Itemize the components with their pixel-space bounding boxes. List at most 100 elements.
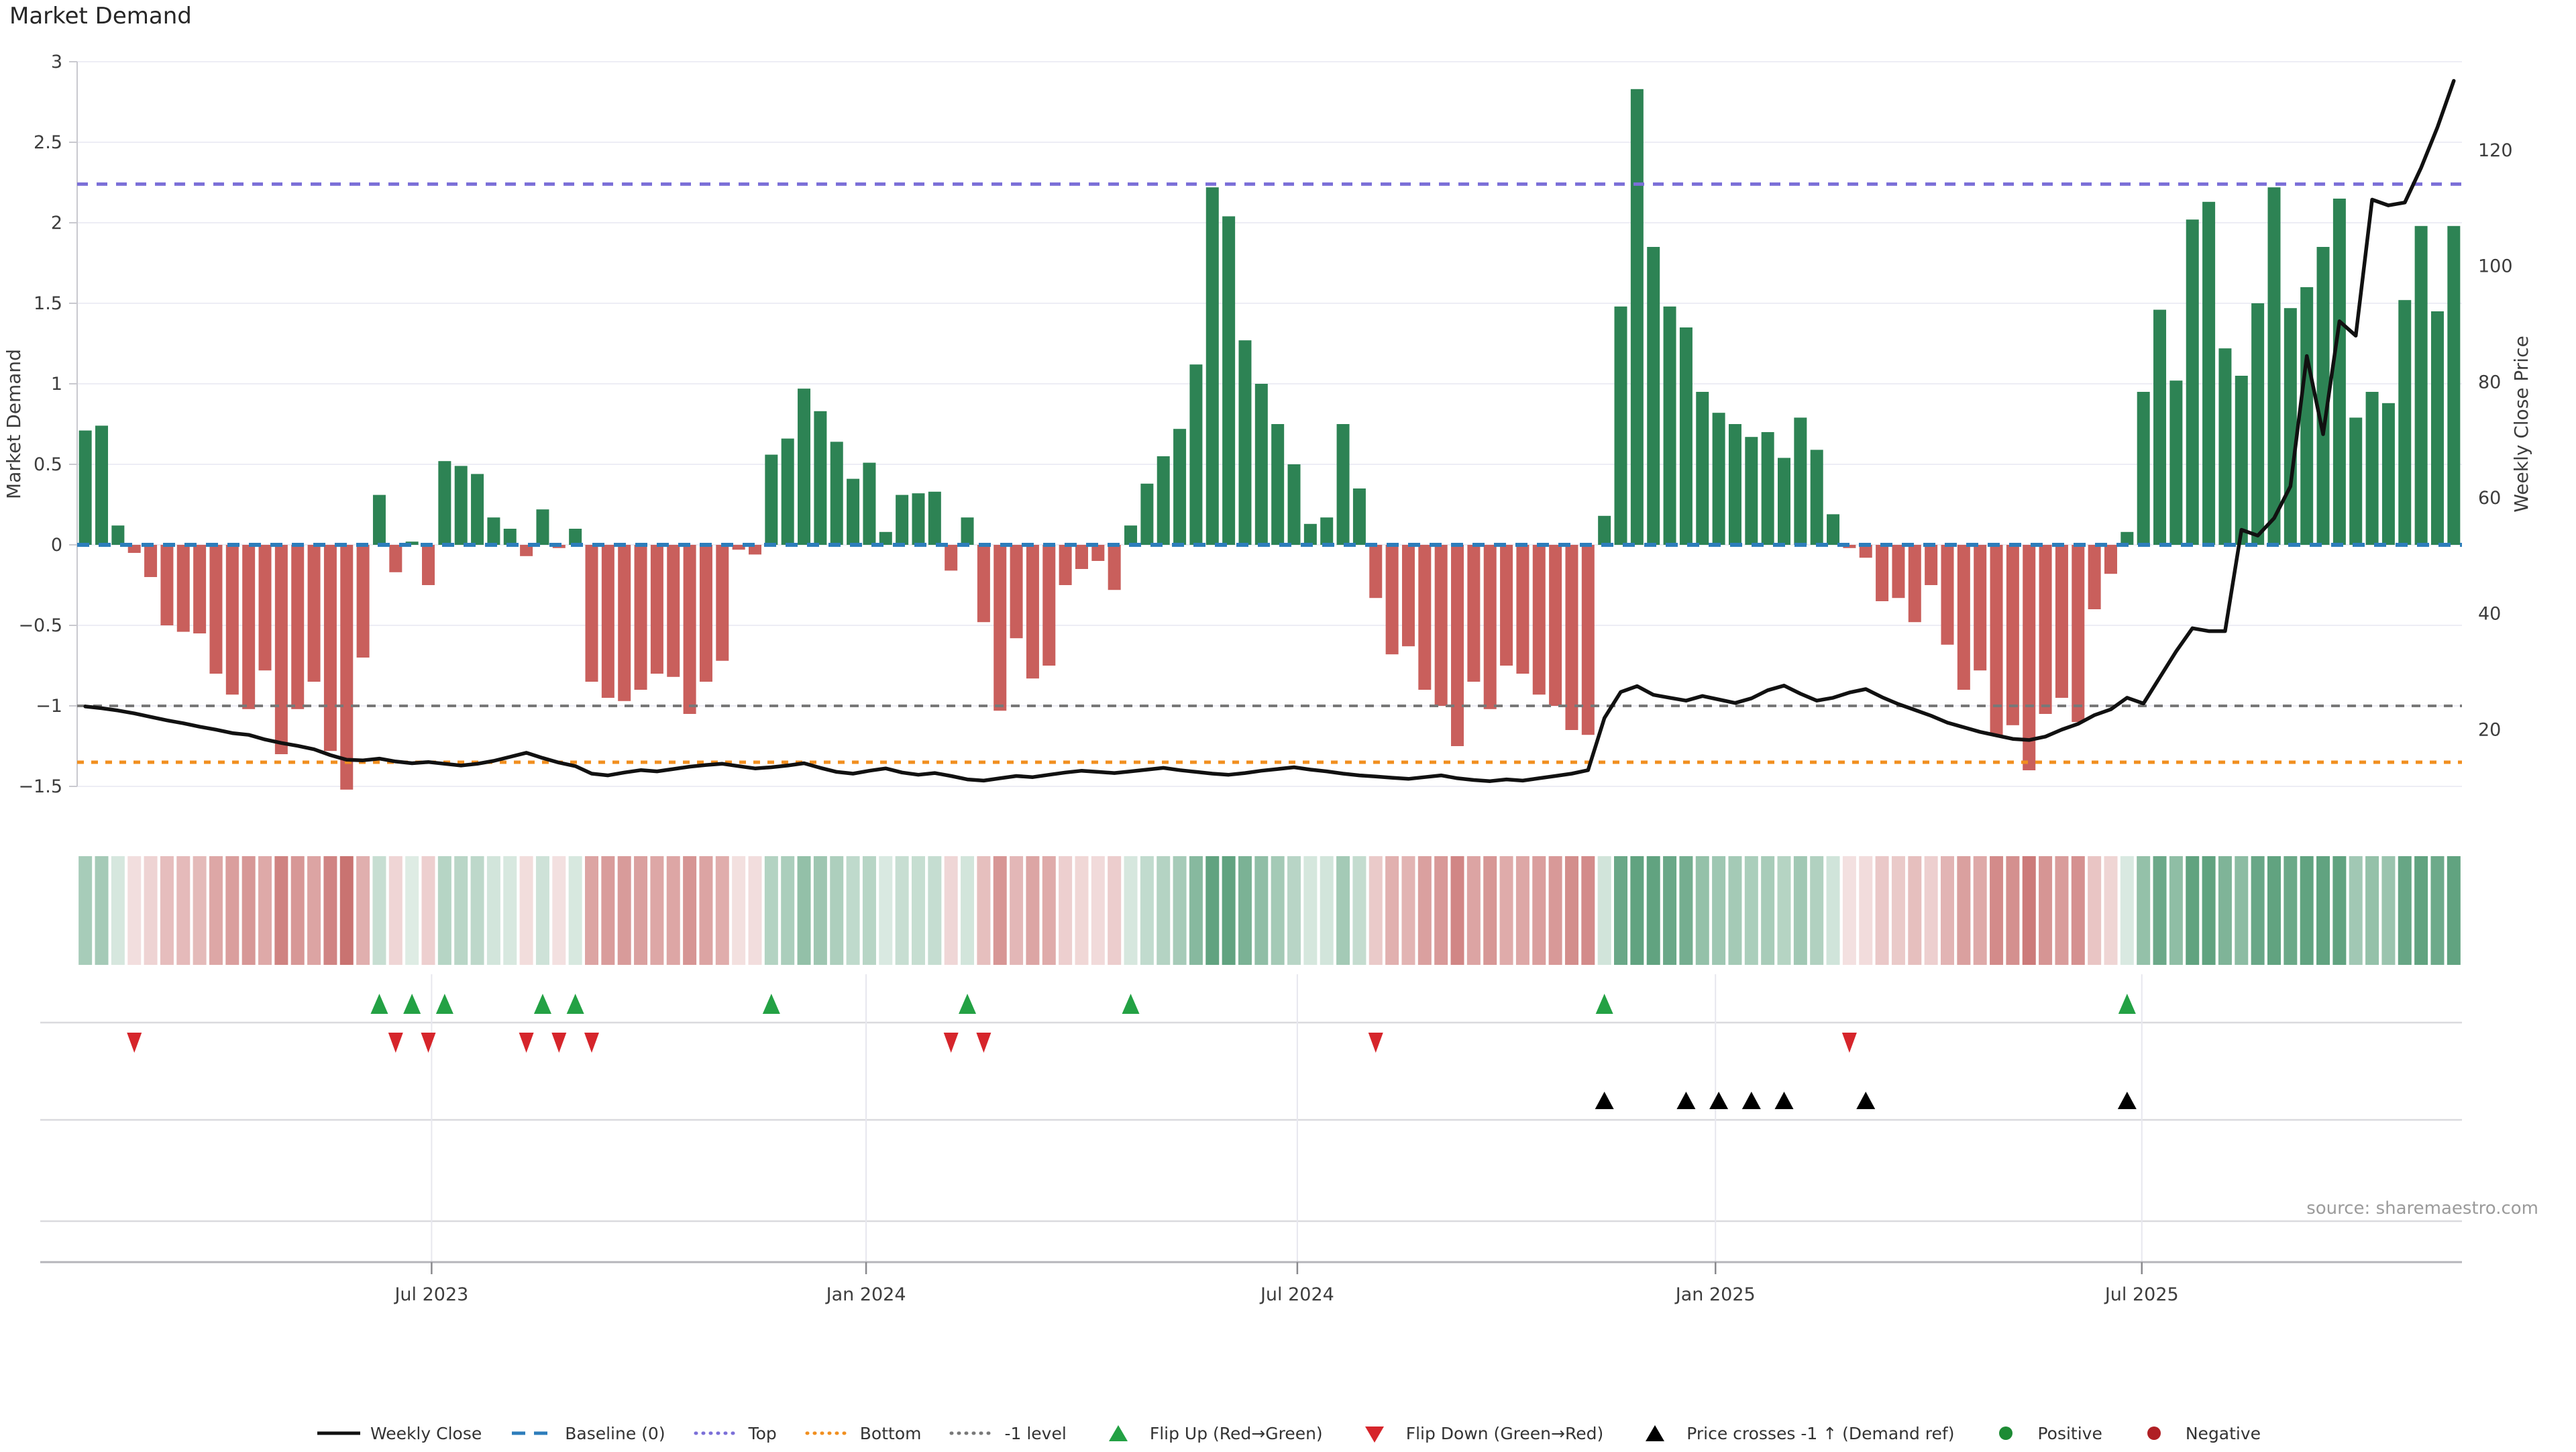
price-cross-icon	[1676, 1092, 1696, 1109]
demand-bar	[1157, 456, 1170, 545]
legend-item: Top	[694, 1422, 777, 1444]
heatmap-cell	[1042, 856, 1056, 965]
heatmap-cell	[1238, 856, 1252, 965]
legend-label: Top	[748, 1423, 777, 1443]
heatmap-cell	[1728, 856, 1742, 965]
demand-bar	[1483, 545, 1497, 709]
demand-bar	[438, 461, 451, 545]
legend-label: Weekly Close	[370, 1423, 482, 1443]
heatmap-cell	[617, 856, 631, 965]
demand-bar	[1549, 545, 1562, 706]
axis-labels: Market Demand Weekly Close Price	[3, 335, 2532, 512]
svg-text:2.5: 2.5	[34, 132, 62, 153]
flip-up-icon	[1122, 994, 1140, 1014]
heatmap-cell	[2022, 856, 2036, 965]
demand-bar	[1810, 450, 1823, 545]
heatmap-cell	[241, 856, 256, 965]
heatmap-cell	[2186, 856, 2200, 965]
demand-bar	[2202, 201, 2216, 545]
demand-bar	[748, 545, 761, 555]
svg-text:0.5: 0.5	[34, 454, 62, 475]
svg-text:100: 100	[2478, 256, 2513, 277]
demand-bar	[1320, 517, 1334, 545]
heatmap-cell	[2381, 856, 2396, 965]
heatmap-cell	[2349, 856, 2363, 965]
heatmap-cell	[666, 856, 680, 965]
demand-bar	[765, 454, 778, 545]
reference-lines	[77, 182, 2462, 764]
demand-bar	[242, 545, 256, 709]
demand-bar	[1957, 545, 1970, 690]
heatmap-cell	[797, 856, 811, 965]
demand-bar	[1124, 525, 1138, 545]
heatmap-cell	[421, 856, 435, 965]
heatmap-cell	[1499, 856, 1513, 965]
flip-down-icon	[388, 1033, 403, 1053]
demand-bar	[1712, 413, 1725, 545]
demand-bar	[1761, 432, 1774, 545]
flip-down-icon	[1368, 1033, 1383, 1053]
legend-item: Negative	[2131, 1422, 2261, 1444]
heatmap-cell	[307, 856, 321, 965]
demand-bar	[193, 545, 207, 633]
heatmap-cell	[1303, 856, 1318, 965]
heatmap-cell	[1059, 856, 1073, 965]
svg-text:0: 0	[51, 535, 62, 556]
demand-bar	[1745, 437, 1758, 545]
demand-bar	[2039, 545, 2052, 714]
demand-bar	[601, 545, 614, 698]
demand-bar	[307, 545, 321, 682]
heatmap-cell	[1859, 856, 1873, 965]
demand-bar	[814, 411, 827, 545]
demand-bar	[1091, 545, 1105, 561]
svg-text:−1.5: −1.5	[18, 776, 62, 797]
demand-bar	[2332, 199, 2346, 545]
demand-bar	[2365, 392, 2379, 545]
demand-bar	[1581, 545, 1595, 735]
weekly-close-line	[83, 79, 2456, 783]
svg-text:1: 1	[51, 374, 62, 395]
weekly-close-path	[83, 79, 2456, 783]
flip-up-icon	[762, 994, 780, 1014]
heatmap-cell	[2202, 856, 2216, 965]
demand-bar	[1238, 340, 1252, 545]
gridlines	[76, 61, 2462, 787]
demand-bar	[1647, 247, 1660, 545]
legend-label: Baseline (0)	[565, 1423, 665, 1443]
heatmap-cell	[781, 856, 795, 965]
price-cross-icon	[1774, 1092, 1794, 1109]
heatmap-cell	[356, 856, 370, 965]
heatmap-cell	[748, 856, 762, 965]
price-cross-icon	[1856, 1092, 1876, 1109]
heatmap-cell	[1973, 856, 1987, 965]
heatmap-cell	[585, 856, 599, 965]
demand-bar	[1892, 545, 1905, 599]
flip-up-icon	[435, 994, 453, 1014]
heatmap-cell	[258, 856, 272, 965]
legend-swatch-dot	[1999, 1427, 2013, 1440]
legend-item: Weekly Close	[315, 1422, 482, 1444]
heatmap-cell	[862, 856, 876, 965]
heatmap-cell	[2447, 856, 2461, 965]
heatmap-cell	[1157, 856, 1171, 965]
svg-text:1.5: 1.5	[34, 293, 62, 314]
heatmap-cell	[699, 856, 713, 965]
heatmap-cell	[1010, 856, 1024, 965]
heatmap-cell	[78, 856, 93, 965]
heatmap-cell	[1957, 856, 1971, 965]
heatmap-cell	[1222, 856, 1236, 965]
demand-bar	[977, 545, 990, 623]
demand-bar	[1467, 545, 1481, 682]
heatmap-cell	[1581, 856, 1595, 965]
svg-text:−0.5: −0.5	[18, 615, 62, 636]
heatmap-cell	[1891, 856, 1905, 965]
demand-bar	[520, 545, 533, 556]
flip-down-icon	[1841, 1033, 1857, 1053]
right-axis-label: Weekly Close Price	[2510, 335, 2532, 512]
legend-label: Price crosses -1 ↑ (Demand ref)	[1686, 1423, 1955, 1443]
demand-bar	[291, 545, 305, 709]
demand-bar	[2072, 545, 2085, 722]
heatmap-cell	[274, 856, 288, 965]
demand-bar	[1254, 384, 1268, 545]
